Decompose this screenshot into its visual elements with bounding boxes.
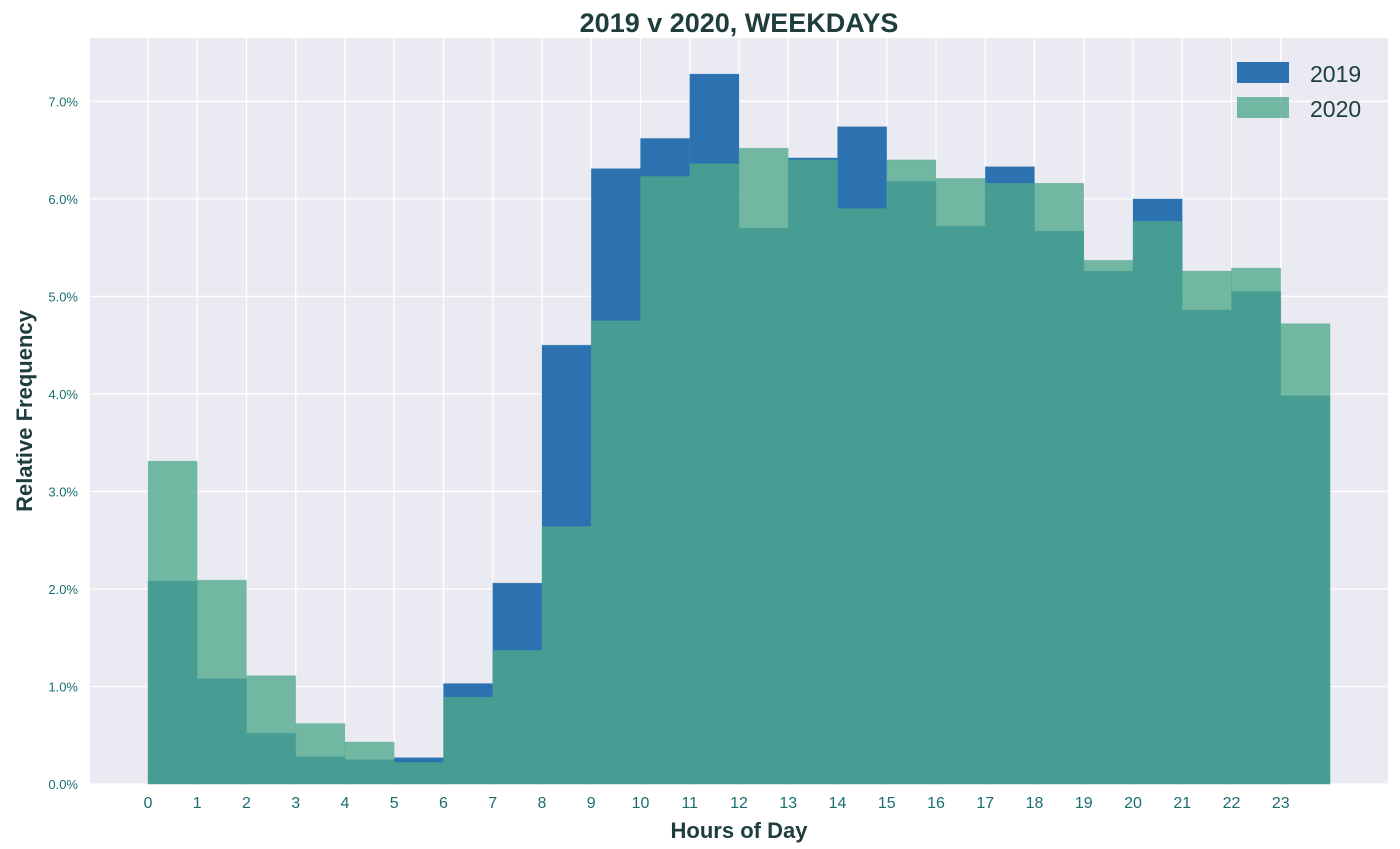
bar-2020-hour-4	[344, 741, 395, 785]
bar-2020-hour-0	[147, 460, 198, 785]
x-tick-label: 4	[341, 795, 350, 812]
bar-2020-hour-7	[492, 650, 543, 785]
x-tick-label: 1	[193, 795, 202, 812]
bar-2020-hour-1	[196, 579, 247, 785]
x-tick-label: 10	[632, 795, 650, 812]
x-tick-label: 8	[538, 795, 547, 812]
x-tick-label: 2	[242, 795, 251, 812]
x-tick-label: 11	[681, 795, 698, 812]
y-tick-label: 2.0%	[48, 582, 78, 597]
bar-2020-hour-20	[1132, 220, 1183, 785]
chart-title: 2019 v 2020, WEEKDAYS	[580, 8, 899, 38]
x-tick-label: 15	[878, 795, 896, 812]
x-axis-label: Hours of Day	[671, 818, 809, 843]
bar-2020-hour-22	[1231, 267, 1282, 785]
bar-2020-hour-9	[590, 320, 641, 785]
x-tick-label: 9	[587, 795, 596, 812]
legend-label-2019: 2019	[1310, 61, 1361, 87]
x-tick-label: 22	[1223, 795, 1241, 812]
legend: 2019 2020	[1237, 61, 1361, 122]
x-tick-label: 12	[730, 795, 748, 812]
x-tick-label: 3	[291, 795, 300, 812]
x-tick-label: 17	[976, 795, 994, 812]
bar-2020-hour-6	[443, 696, 494, 785]
bar-2020-hour-3	[295, 723, 346, 785]
y-tick-label: 7.0%	[48, 94, 78, 109]
x-tick-label: 23	[1272, 795, 1290, 812]
bar-2020-hour-15	[886, 159, 937, 785]
y-tick-label: 1.0%	[48, 679, 78, 694]
bar-2020-hour-16	[935, 178, 986, 785]
x-tick-label: 0	[144, 795, 153, 812]
y-tick-label: 6.0%	[48, 192, 78, 207]
bar-2020-hour-12	[738, 147, 789, 785]
bar-2020-hour-5	[393, 762, 444, 785]
bar-2020-hour-2	[246, 675, 297, 785]
bar-2020-hour-11	[689, 163, 740, 785]
x-tick-label: 7	[488, 795, 497, 812]
bar-2020-hour-10	[640, 176, 691, 785]
x-axis-ticks: 0 1 2 3 4 5 6 7 8 9 10 11 12 13 14 15 16 17 18 19 20 21 22 23	[144, 795, 1290, 812]
x-tick-label: 14	[829, 795, 847, 812]
bar-2020-hour-21	[1181, 270, 1232, 785]
y-tick-label: 0.0%	[48, 777, 78, 792]
x-tick-label: 21	[1173, 795, 1191, 812]
bar-2020-hour-23	[1280, 323, 1331, 785]
bar-2020-hour-19	[1083, 259, 1134, 785]
legend-swatch-2020	[1237, 97, 1289, 118]
y-axis-ticks: 0.0% 1.0% 2.0% 3.0% 4.0% 5.0% 6.0% 7.0%	[48, 94, 78, 792]
y-tick-label: 4.0%	[48, 387, 78, 402]
y-tick-label: 5.0%	[48, 289, 78, 304]
x-tick-label: 16	[927, 795, 945, 812]
series-2020-bars	[147, 147, 1331, 785]
x-tick-label: 20	[1124, 795, 1142, 812]
x-tick-label: 5	[390, 795, 399, 812]
bar-2020-hour-13	[787, 159, 838, 785]
x-tick-label: 13	[779, 795, 797, 812]
y-tick-label: 3.0%	[48, 484, 78, 499]
x-tick-label: 18	[1026, 795, 1044, 812]
y-axis-label: Relative Frequency	[12, 309, 37, 512]
bar-2020-hour-17	[984, 182, 1035, 785]
bar-2020-hour-18	[1034, 182, 1085, 785]
x-tick-label: 19	[1075, 795, 1093, 812]
legend-swatch-2019	[1237, 62, 1289, 83]
legend-label-2020: 2020	[1310, 96, 1361, 122]
x-tick-label: 6	[439, 795, 448, 812]
bar-2020-hour-8	[541, 526, 592, 785]
bar-2020-hour-14	[837, 208, 888, 785]
